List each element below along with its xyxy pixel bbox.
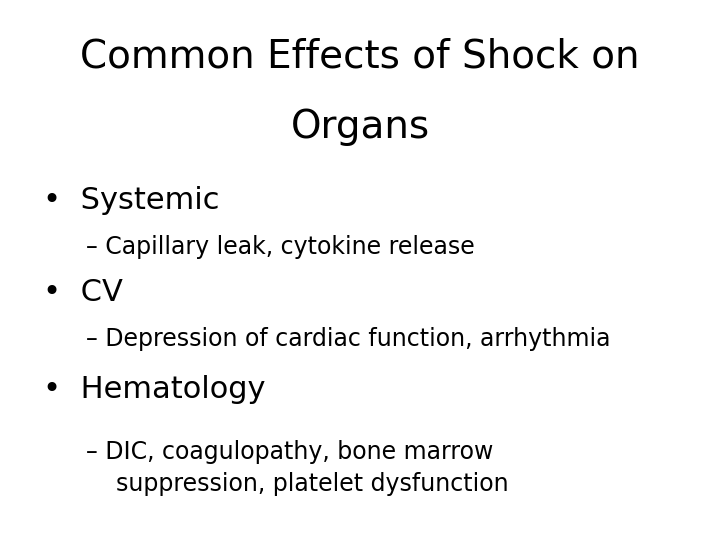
- Text: Organs: Organs: [290, 108, 430, 146]
- Text: – Depression of cardiac function, arrhythmia: – Depression of cardiac function, arrhyt…: [86, 327, 611, 350]
- Text: – DIC, coagulopathy, bone marrow
    suppression, platelet dysfunction: – DIC, coagulopathy, bone marrow suppres…: [86, 440, 509, 496]
- Text: •  CV: • CV: [43, 278, 123, 307]
- Text: •  Systemic: • Systemic: [43, 186, 220, 215]
- Text: •  Hematology: • Hematology: [43, 375, 266, 404]
- Text: Common Effects of Shock on: Common Effects of Shock on: [80, 38, 640, 76]
- Text: – Capillary leak, cytokine release: – Capillary leak, cytokine release: [86, 235, 475, 259]
